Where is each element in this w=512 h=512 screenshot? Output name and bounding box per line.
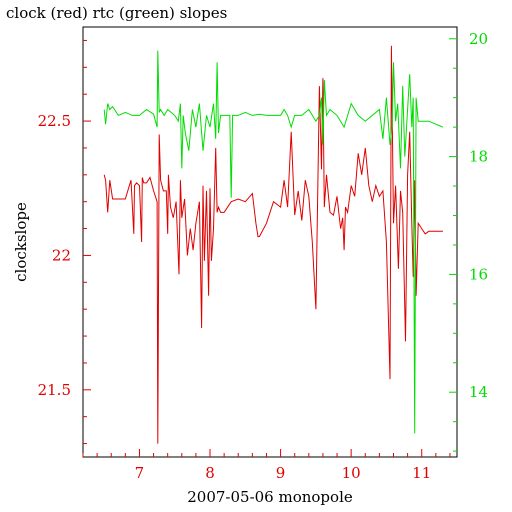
- series-line-0: [103, 45, 443, 444]
- x-axis-label: 2007-05-06 monopole: [187, 488, 353, 506]
- x-axis: 7 8 9 10 11: [82, 449, 451, 482]
- x-tick-label-4: 11: [412, 464, 431, 482]
- series-line-1: [103, 50, 444, 434]
- y2-tick-label-2: 18: [469, 148, 488, 166]
- chart-title: clock (red) rtc (green) slopes: [6, 4, 227, 22]
- y-tick-label-1: 22: [52, 246, 71, 264]
- y-axis-left: 21.5 22 22.5: [38, 39, 91, 445]
- x-tick-label-1: 8: [205, 464, 215, 482]
- x-tick-label-3: 10: [342, 464, 361, 482]
- y2-tick-label-3: 20: [469, 30, 488, 48]
- y-axis-right: 14 16 18 20: [449, 30, 488, 452]
- x-tick-label-2: 9: [276, 464, 286, 482]
- series-layer: [103, 45, 444, 444]
- x-tick-label-0: 7: [135, 464, 145, 482]
- y2-tick-label-0: 14: [469, 383, 488, 401]
- y-tick-label-0: 21.5: [38, 381, 71, 399]
- y-tick-label-2: 22.5: [38, 112, 71, 130]
- plot-frame: [82, 26, 458, 458]
- y2-tick-label-1: 16: [469, 265, 488, 283]
- y-axis-label: clockslope: [12, 202, 30, 282]
